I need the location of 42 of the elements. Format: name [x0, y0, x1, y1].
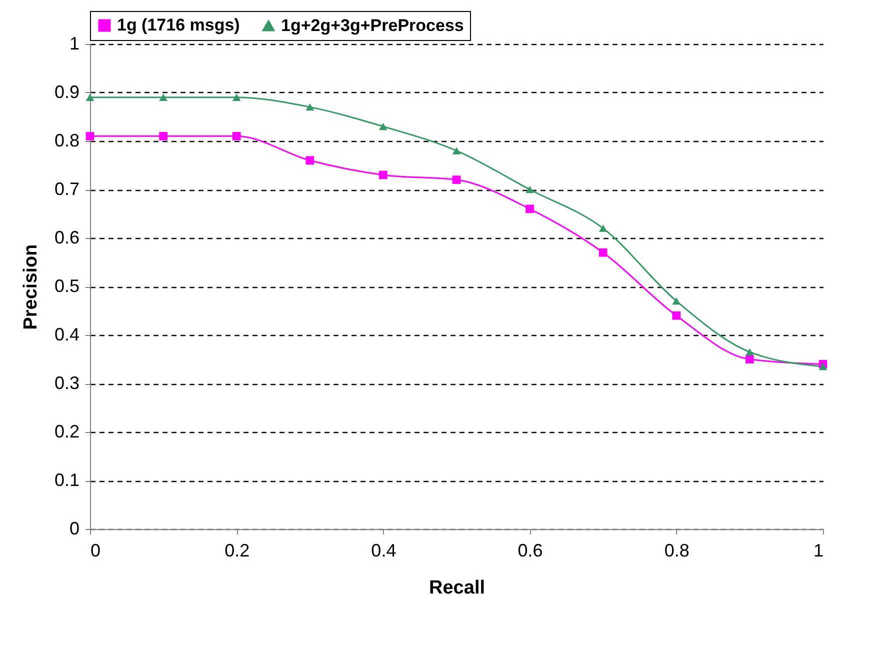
point — [526, 186, 534, 194]
x-tick-label: 0.2 — [224, 540, 250, 560]
point — [379, 122, 388, 130]
y-tick-label: 0 — [69, 518, 80, 538]
point — [86, 94, 94, 101]
point — [526, 204, 534, 214]
point — [86, 132, 94, 140]
point — [746, 355, 754, 364]
x-tick-label: 1 — [813, 540, 824, 560]
point — [306, 156, 314, 165]
point — [159, 132, 168, 140]
y-tick-label: 0.1 — [54, 470, 80, 490]
point — [232, 94, 241, 101]
point — [746, 348, 754, 356]
x-axis-title: Recall — [429, 578, 485, 598]
y-tick-label: 0.9 — [54, 82, 80, 102]
point — [306, 103, 314, 111]
x-tick-label: 0 — [90, 540, 101, 560]
x-tick-label: 0.4 — [371, 540, 396, 560]
y-tick-label: 0.8 — [54, 130, 80, 150]
point — [672, 297, 681, 305]
x-tick-label: 0.6 — [518, 540, 543, 560]
y-tick-label: 0.5 — [54, 276, 80, 296]
point — [598, 224, 608, 232]
point — [672, 311, 681, 320]
y-tick-label: 0.7 — [54, 179, 80, 199]
y-tick-label: 0.6 — [54, 228, 80, 248]
point — [452, 176, 461, 184]
legend-label: 1g+2g+3g+PreProcess — [281, 16, 464, 35]
y-axis-title: Precision — [20, 244, 42, 330]
point — [818, 362, 828, 370]
y-tick-label: 1 — [69, 34, 80, 54]
point — [598, 248, 608, 257]
point — [159, 94, 168, 101]
legend-label: 1g (1716 msgs) — [117, 16, 240, 35]
y-tick-label: 0.3 — [54, 373, 80, 393]
y-tick-label: 0.2 — [54, 422, 80, 442]
x-tick-label: 0.8 — [664, 540, 690, 560]
point — [379, 170, 388, 180]
point — [452, 147, 461, 154]
point — [232, 132, 241, 140]
y-tick-label: 0.4 — [54, 324, 80, 344]
